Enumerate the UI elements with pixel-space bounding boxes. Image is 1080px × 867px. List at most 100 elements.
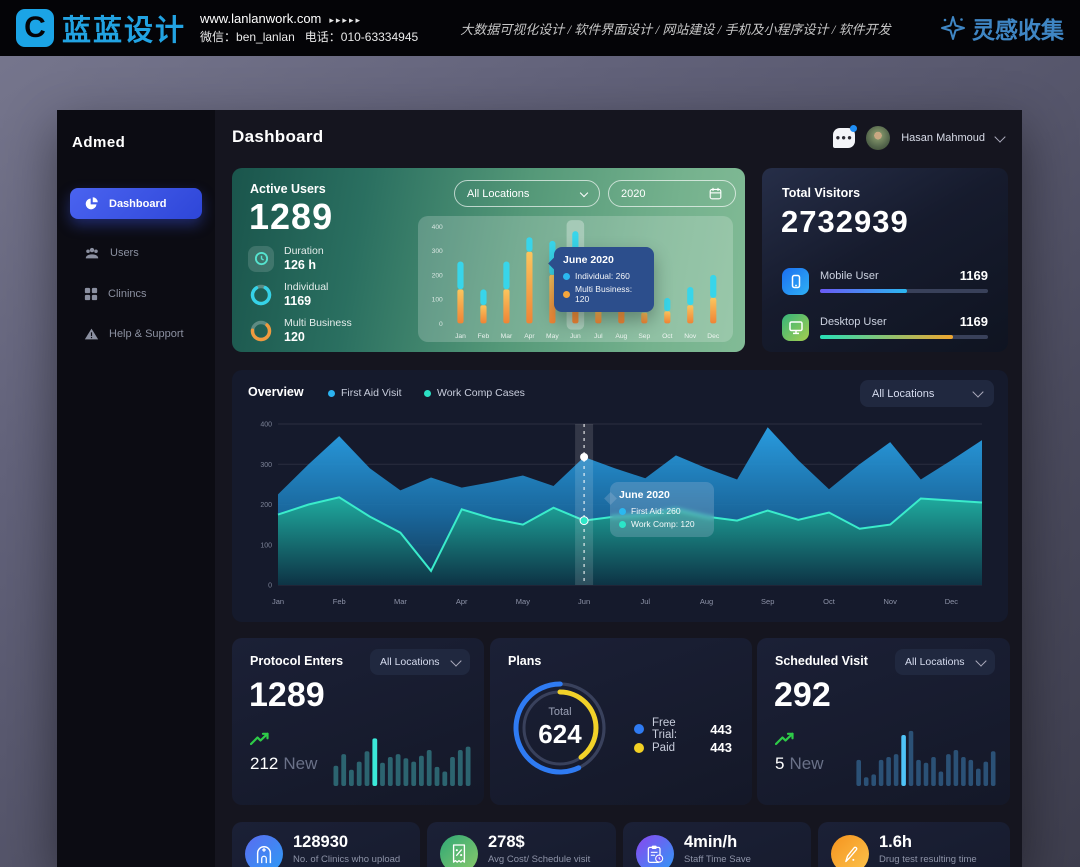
page-title: Dashboard xyxy=(232,127,324,146)
svg-text:Aug: Aug xyxy=(700,597,713,606)
svg-text:Feb: Feb xyxy=(478,333,490,340)
legend-dot-work-comp xyxy=(619,520,626,528)
svg-text:Jun: Jun xyxy=(578,597,590,606)
scheduled-visit-title: Scheduled Visit xyxy=(775,654,868,668)
banner-phone: 电话：010-63334945 xyxy=(304,30,419,45)
svg-text:Jun: Jun xyxy=(570,333,581,340)
svg-text:400: 400 xyxy=(260,422,272,429)
svg-text:Dec: Dec xyxy=(945,597,959,606)
legend-dot-first-aid xyxy=(619,507,626,515)
legend-dot xyxy=(634,742,644,753)
sidebar-item-dashboard[interactable]: Dashboard xyxy=(70,188,202,219)
active-users-year-select[interactable]: 2020 xyxy=(608,180,736,207)
clinic-building-icon xyxy=(245,835,283,867)
banner-website[interactable]: www.lanlanwork.com xyxy=(200,10,322,26)
plans-card: Plans Total 624 Free Trial: 443 Paid xyxy=(490,638,752,805)
scheduled-new-count: 5 New xyxy=(775,754,824,773)
sidebar-item-label: Help & Support xyxy=(109,327,184,340)
sidebar-item-label: Clinincs xyxy=(108,287,147,300)
active-users-value: 1289 xyxy=(249,196,334,237)
calendar-icon xyxy=(709,187,722,200)
overview-location-select[interactable]: All Locations xyxy=(860,380,994,407)
main-content: Dashboard ●●● Hasan Mahmoud Active Users… xyxy=(215,110,1022,867)
plans-total-label: Total xyxy=(548,706,572,718)
banner-arrows: ▸▸▸▸▸ xyxy=(329,14,362,25)
active-users-location-select[interactable]: All Locations xyxy=(454,180,600,207)
svg-text:200: 200 xyxy=(432,272,443,279)
svg-text:Nov: Nov xyxy=(884,597,898,606)
admed-dashboard-window: Admed Dashboard Users xyxy=(57,110,1022,867)
svg-text:Nov: Nov xyxy=(684,333,697,340)
overview-tooltip: June 2020 First Aid: 260 Work Comp: 120 xyxy=(610,482,714,537)
svg-text:Sep: Sep xyxy=(761,597,774,606)
sparkle-star-icon xyxy=(941,16,965,40)
legend-dot xyxy=(634,724,644,734)
legend-dot-individual xyxy=(563,272,570,280)
mobile-user-progress xyxy=(820,289,988,293)
total-visitors-title: Total Visitors xyxy=(782,186,861,200)
kpi-clinics-card: 128930 No. of Clinics who upload xyxy=(232,822,420,867)
protocol-enters-card: Protocol Enters All Locations 1289 212 Ne… xyxy=(232,638,484,805)
sidebar-item-users[interactable]: Users xyxy=(70,237,202,268)
pie-chart-icon xyxy=(85,197,98,210)
protocol-new-count: 212 New xyxy=(250,754,318,773)
legend-dot-multi xyxy=(563,290,570,298)
scheduled-mini-bar-chart[interactable] xyxy=(855,724,997,786)
inspiration-collect[interactable]: 灵感收集 xyxy=(940,11,1064,45)
svg-text:Sep: Sep xyxy=(638,333,650,340)
svg-text:May: May xyxy=(546,333,559,340)
user-name: Hasan Mahmoud xyxy=(901,132,985,144)
chevron-down-icon xyxy=(975,654,987,667)
trend-up-icon xyxy=(249,732,272,751)
plans-legend-paid: Paid 443 xyxy=(634,740,732,755)
legend-first-aid-visit[interactable]: First Aid Visit xyxy=(328,387,402,399)
stat-individual: Individual 1169 xyxy=(248,281,328,308)
legend-work-comp-cases[interactable]: Work Comp Cases xyxy=(424,387,525,399)
grid-icon xyxy=(84,287,98,300)
sidebar-item-label: Dashboard xyxy=(109,197,167,210)
banner-contact-block: www.lanlanwork.com ▸▸▸▸▸ 微信：ben_lanlan 电话… xyxy=(200,11,418,45)
clock-icon xyxy=(248,245,274,272)
promo-banner: C 蓝蓝设计 www.lanlanwork.com ▸▸▸▸▸ 微信：ben_la… xyxy=(0,0,1080,56)
banner-services: 大数据可视化设计 / 软件界面设计 / 网站建设 / 手机及小程序设计 / 软件… xyxy=(460,21,891,37)
messages-icon[interactable]: ●●● xyxy=(833,125,858,148)
header-user-area: ●●● Hasan Mahmoud xyxy=(833,125,1006,150)
svg-text:100: 100 xyxy=(432,297,443,304)
plans-donut-chart[interactable]: Total 624 xyxy=(510,678,610,778)
protocol-location-select[interactable]: All Locations xyxy=(370,649,470,675)
svg-text:Mar: Mar xyxy=(394,597,407,606)
sidebar: Admed Dashboard Users xyxy=(57,110,215,867)
svg-text:May: May xyxy=(516,597,530,606)
sidebar-item-help-support[interactable]: Help & Support xyxy=(70,318,202,349)
svg-text:300: 300 xyxy=(432,248,443,255)
svg-text:Mar: Mar xyxy=(501,333,513,340)
chevron-down-icon xyxy=(972,386,984,398)
chevron-down-icon[interactable] xyxy=(994,130,1006,143)
svg-text:Jul: Jul xyxy=(594,333,603,340)
active-users-tooltip: June 2020 Individual: 260 Multi Business… xyxy=(554,247,654,312)
svg-text:300: 300 xyxy=(260,462,272,469)
pen-icon xyxy=(831,835,869,867)
plans-total-value: 624 xyxy=(538,719,582,749)
svg-text:Jan: Jan xyxy=(272,597,284,606)
active-users-card: Active Users All Locations 2020 1289 xyxy=(232,168,745,352)
protocol-mini-bar-chart[interactable] xyxy=(332,724,472,786)
svg-text:400: 400 xyxy=(432,224,443,231)
svg-text:0: 0 xyxy=(268,583,272,590)
scheduled-location-select[interactable]: All Locations xyxy=(895,649,995,675)
sidebar-item-clinics[interactable]: Clinincs xyxy=(70,278,202,309)
trend-up-icon xyxy=(774,732,797,751)
svg-text:Oct: Oct xyxy=(662,333,673,340)
kpi-avg-cost-card: 278$ Avg Cost/ Schedule visit xyxy=(427,822,616,867)
svg-text:Jul: Jul xyxy=(641,597,651,606)
svg-text:Apr: Apr xyxy=(524,333,535,340)
user-avatar[interactable] xyxy=(866,126,891,150)
collect-label: 灵感收集 xyxy=(972,18,1064,43)
desktop-monitor-icon xyxy=(782,314,809,341)
protocol-enters-value: 1289 xyxy=(249,676,325,714)
protocol-enters-title: Protocol Enters xyxy=(250,654,344,668)
clipboard-clock-icon xyxy=(636,835,674,867)
app-brand: Admed xyxy=(72,134,126,151)
total-visitors-card: Total Visitors 2732939 Mobile User 1169 … xyxy=(762,168,1008,352)
overview-title: Overview xyxy=(248,385,304,399)
